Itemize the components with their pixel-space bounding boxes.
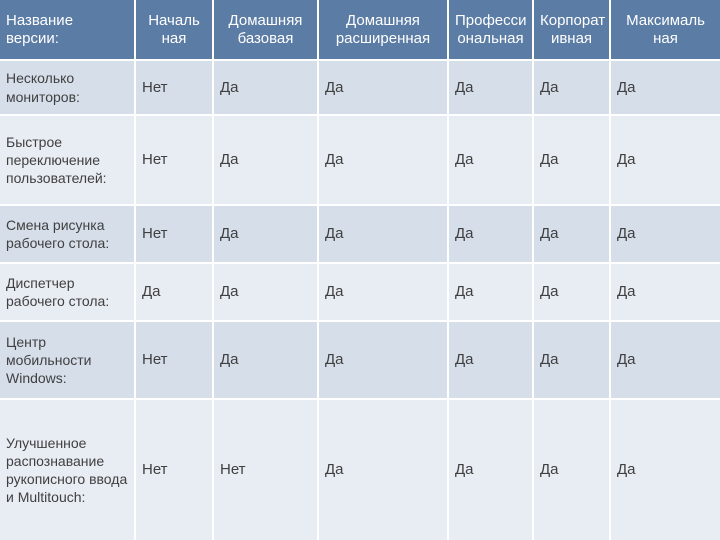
value-cell: Да xyxy=(212,114,318,205)
table-row: Диспетчер рабочего стола: Да Да Да Да Да Да xyxy=(0,262,720,321)
value-cell: Да xyxy=(609,59,720,115)
table-row: Несколько мониторов: Нет Да Да Да Да Да xyxy=(0,59,720,115)
value-cell: Да xyxy=(447,114,533,205)
value-cell: Да xyxy=(447,320,533,399)
value-cell: Да xyxy=(447,262,533,321)
value-cell: Нет xyxy=(134,114,213,205)
value-cell: Да xyxy=(532,320,610,399)
header-cell-label: Название версии: xyxy=(0,0,135,60)
value-cell: Нет xyxy=(134,59,213,115)
table-row: Смена рисунка рабочего стола: Нет Да Да Да Да… xyxy=(0,204,720,263)
value-cell: Да xyxy=(447,59,533,115)
header-cell: Домашняя базовая xyxy=(212,0,318,60)
row-label-cell: Диспетчер рабочего стола: xyxy=(0,262,135,321)
value-cell: Да xyxy=(317,59,448,115)
table-body: Несколько мониторов: Нет Да Да Да Да Да Быстрое… xyxy=(0,59,720,540)
value-cell: Да xyxy=(609,262,720,321)
value-cell: Да xyxy=(134,262,213,321)
value-cell: Да xyxy=(447,398,533,540)
value-cell: Да xyxy=(609,398,720,540)
value-cell: Да xyxy=(317,204,448,263)
value-cell: Да xyxy=(609,114,720,205)
row-label-cell: Несколько мониторов: xyxy=(0,59,135,115)
value-cell: Да xyxy=(609,320,720,399)
value-cell: Нет xyxy=(134,204,213,263)
value-cell: Да xyxy=(447,204,533,263)
table-header: Название версии: Началь ная Домашняя базов… xyxy=(0,0,720,60)
row-label-cell: Улучшенное распознавание рукописного вво… xyxy=(0,398,135,540)
value-cell: Да xyxy=(532,262,610,321)
value-cell: Да xyxy=(532,398,610,540)
value-cell: Да xyxy=(317,262,448,321)
header-cell: Професси ональная xyxy=(447,0,533,60)
header-cell: Корпорат ивная xyxy=(532,0,610,60)
header-cell: Домашняя расширенная xyxy=(317,0,448,60)
value-cell: Нет xyxy=(134,398,213,540)
row-label-cell: Смена рисунка рабочего стола: xyxy=(0,204,135,263)
table-row: Центр мобильности Windows: Нет Да Да Да Да Да xyxy=(0,320,720,399)
value-cell: Да xyxy=(532,204,610,263)
table-row: Быстрое переключение пользователей: Нет Да… xyxy=(0,114,720,205)
value-cell: Да xyxy=(317,398,448,540)
value-cell: Да xyxy=(317,114,448,205)
row-label-cell: Быстрое переключение пользователей: xyxy=(0,114,135,205)
header-cell: Максималь ная xyxy=(609,0,720,60)
value-cell: Да xyxy=(212,320,318,399)
value-cell: Да xyxy=(212,262,318,321)
value-cell: Нет xyxy=(212,398,318,540)
value-cell: Да xyxy=(212,204,318,263)
table-row: Улучшенное распознавание рукописного вво… xyxy=(0,398,720,540)
header-row: Название версии: Началь ная Домашняя базов… xyxy=(0,0,720,60)
header-cell: Началь ная xyxy=(134,0,213,60)
value-cell: Нет xyxy=(134,320,213,399)
value-cell: Да xyxy=(532,114,610,205)
value-cell: Да xyxy=(317,320,448,399)
value-cell: Да xyxy=(212,59,318,115)
value-cell: Да xyxy=(609,204,720,263)
value-cell: Да xyxy=(532,59,610,115)
row-label-cell: Центр мобильности Windows: xyxy=(0,320,135,399)
